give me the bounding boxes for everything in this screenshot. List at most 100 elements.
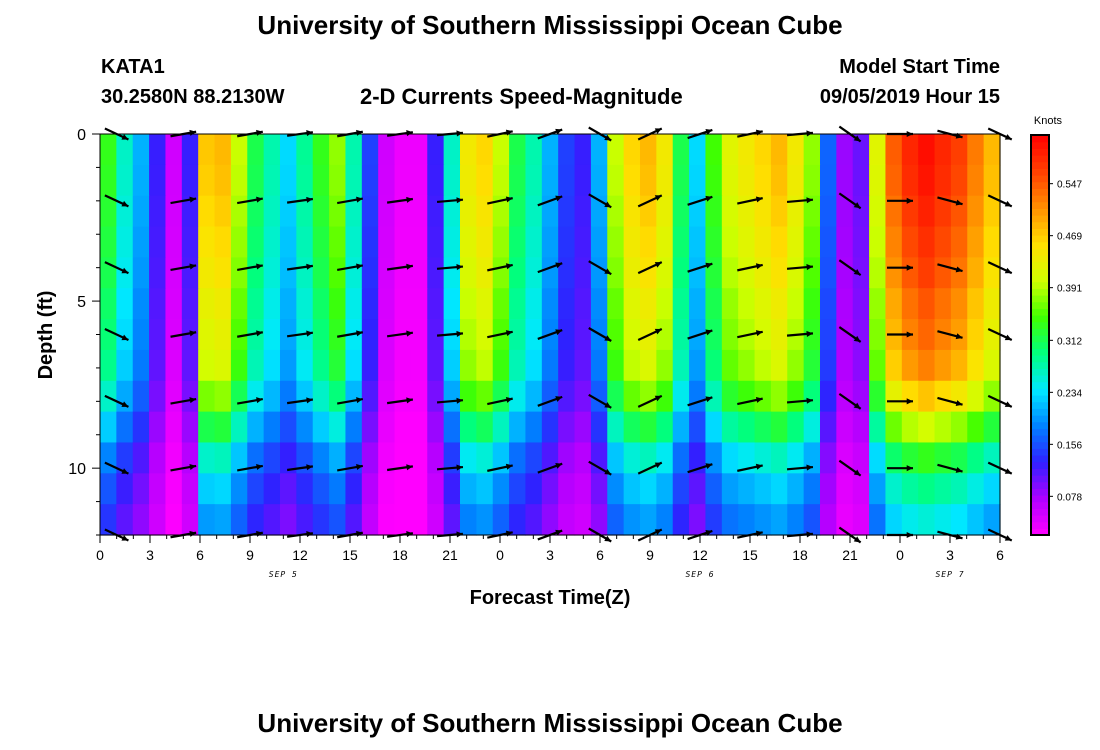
heatmap-cell <box>509 442 527 474</box>
heatmap-cell <box>443 134 461 166</box>
current-vector <box>887 398 913 405</box>
heatmap-cell <box>132 349 150 382</box>
heatmap-cell <box>181 226 199 258</box>
heatmap-cell <box>836 349 854 382</box>
current-vector <box>786 330 814 337</box>
heatmap-cell <box>132 257 150 289</box>
heatmap-cell <box>541 164 559 197</box>
current-vector <box>386 464 414 472</box>
heatmap-cell <box>132 288 150 320</box>
heatmap-cell <box>590 226 608 258</box>
heatmap-cell <box>296 504 314 536</box>
footer-title: University of Southern Mississippi Ocean… <box>257 708 843 738</box>
heatmap-cell <box>901 134 919 166</box>
heatmap-cell <box>509 349 527 382</box>
heatmap-cell <box>672 226 690 258</box>
heatmap-cell <box>983 195 1001 228</box>
heatmap-cell <box>214 319 232 351</box>
vector-head <box>256 397 263 404</box>
heatmap-cell <box>181 257 199 289</box>
heatmap-cell <box>443 504 461 536</box>
heatmap-cell <box>803 473 821 505</box>
heatmap-cell <box>590 442 608 474</box>
heatmap-cell <box>525 349 543 382</box>
current-vector <box>487 396 513 406</box>
heatmap-cell <box>820 257 837 289</box>
vector-head <box>356 464 363 471</box>
heatmap-cell <box>869 380 887 413</box>
current-vector <box>436 464 464 471</box>
heatmap-cell <box>901 442 919 474</box>
colorbar-segment <box>1031 381 1049 389</box>
heatmap-cell <box>770 164 788 197</box>
heatmap-cell <box>950 195 968 228</box>
heatmap-cell <box>247 288 265 320</box>
heatmap-cell <box>149 195 167 228</box>
colorbar-frame <box>1030 134 1050 536</box>
heatmap-cell <box>590 164 608 197</box>
heatmap-cell <box>198 195 216 228</box>
heatmap-cell <box>149 134 167 166</box>
heatmap-cell <box>378 442 396 474</box>
heatmap-cell <box>918 226 936 258</box>
heatmap-cell <box>721 442 739 474</box>
heatmap-cell <box>869 257 887 289</box>
heatmap-cell <box>820 504 837 536</box>
heatmap-cell <box>149 319 167 351</box>
heatmap-cell <box>280 319 297 351</box>
heatmap-cell <box>296 164 314 197</box>
heatmap-cell <box>476 288 494 320</box>
heatmap-cell <box>296 288 314 320</box>
heatmap-cell <box>329 442 347 474</box>
colorbar-segment <box>1031 161 1049 169</box>
current-vector <box>937 330 963 340</box>
heatmap-cell <box>705 288 723 320</box>
heatmap-cell <box>705 226 723 258</box>
heatmap-cell <box>100 164 117 197</box>
heatmap-cell <box>885 349 903 382</box>
heatmap-cell <box>361 319 379 351</box>
current-vector <box>588 260 612 276</box>
current-vector <box>537 262 563 274</box>
heatmap-cell <box>721 288 739 320</box>
date-label: SEP 5 <box>269 570 298 579</box>
heatmap-cell <box>640 134 657 166</box>
colorbar-segment <box>1031 481 1049 489</box>
heatmap-cell <box>901 504 919 536</box>
x-tick-label: 12 <box>692 547 708 563</box>
heatmap-cell <box>950 134 968 166</box>
heatmap-cell <box>967 473 985 505</box>
heatmap-cell <box>230 473 248 505</box>
heatmap-cell <box>329 319 347 351</box>
vector-head <box>806 464 813 471</box>
vector-head <box>705 262 713 269</box>
heatmap-cell <box>869 349 887 382</box>
heatmap-cell <box>116 319 134 351</box>
heatmap-cell <box>590 473 608 505</box>
vector-head <box>456 130 463 137</box>
heatmap-cell <box>525 473 543 505</box>
heatmap-cell <box>574 504 592 536</box>
heatmap-cell <box>983 164 1001 197</box>
heatmap-cell <box>640 349 657 382</box>
heatmap-cell <box>623 257 641 289</box>
heatmap-cell <box>541 195 559 228</box>
heatmap-cell <box>345 411 363 444</box>
heatmap-cell <box>869 164 887 197</box>
heatmap-cell <box>558 257 576 289</box>
heatmap-cell <box>640 380 657 413</box>
heatmap-cell <box>427 195 445 228</box>
heatmap-cell <box>247 164 265 197</box>
heatmap-cell <box>247 473 265 505</box>
colorbar-segment <box>1031 281 1049 289</box>
heatmap-cell <box>770 473 788 505</box>
heatmap-cell <box>950 411 968 444</box>
colorbar-segment <box>1031 168 1049 176</box>
vector-head <box>456 397 463 404</box>
current-vector <box>237 464 263 472</box>
vector-head <box>705 463 713 469</box>
vector-head <box>505 463 513 470</box>
heatmap-cell <box>312 349 330 382</box>
vector-head <box>406 130 413 137</box>
heatmap-cell <box>427 349 445 382</box>
